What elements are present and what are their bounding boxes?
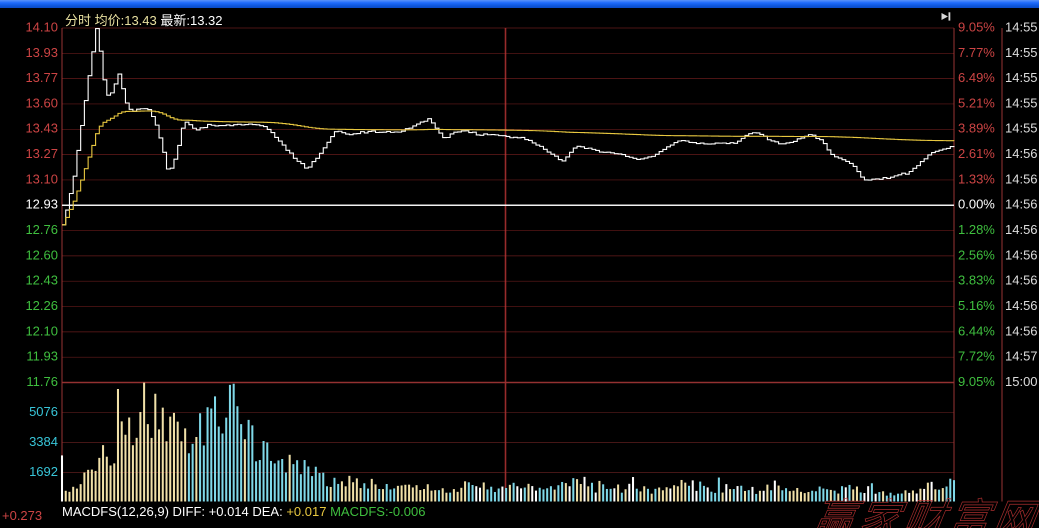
- svg-text:14:56: 14:56: [1005, 323, 1038, 338]
- svg-text:7.77%: 7.77%: [958, 45, 995, 60]
- svg-text:12.60: 12.60: [25, 247, 58, 262]
- svg-text:1692: 1692: [29, 464, 58, 479]
- svg-text:13.27: 13.27: [25, 146, 58, 161]
- svg-text:12.26: 12.26: [25, 298, 58, 313]
- svg-text:5.16%: 5.16%: [958, 298, 995, 313]
- svg-text:0.00%: 0.00%: [958, 197, 995, 212]
- svg-text:14:55: 14:55: [1005, 19, 1038, 34]
- svg-text:1.33%: 1.33%: [958, 171, 995, 186]
- svg-text:5.21%: 5.21%: [958, 95, 995, 110]
- svg-text:11.93: 11.93: [26, 349, 58, 364]
- svg-text:14:56: 14:56: [1005, 171, 1038, 186]
- svg-text:9.05%: 9.05%: [958, 374, 995, 389]
- svg-text:14:55: 14:55: [1005, 70, 1038, 85]
- svg-text:14:55: 14:55: [1005, 45, 1038, 60]
- svg-text:1.28%: 1.28%: [958, 222, 995, 237]
- svg-text:3384: 3384: [29, 434, 58, 449]
- svg-text:2.61%: 2.61%: [958, 146, 995, 161]
- svg-text:13.10: 13.10: [25, 171, 58, 186]
- svg-text:11.76: 11.76: [26, 374, 58, 389]
- svg-text:14:56: 14:56: [1005, 247, 1038, 262]
- svg-text:13.93: 13.93: [25, 45, 58, 60]
- svg-text:6.49%: 6.49%: [958, 70, 995, 85]
- svg-text:14:55: 14:55: [1005, 121, 1038, 136]
- svg-text:9.05%: 9.05%: [958, 19, 995, 34]
- svg-text:14.10: 14.10: [25, 19, 58, 34]
- svg-text:13.43: 13.43: [25, 121, 58, 136]
- svg-text:12.76: 12.76: [25, 222, 58, 237]
- svg-text:14:56: 14:56: [1005, 222, 1038, 237]
- svg-text:3.89%: 3.89%: [958, 121, 995, 136]
- svg-text:2.56%: 2.56%: [958, 247, 995, 262]
- svg-text:13.60: 13.60: [25, 95, 58, 110]
- svg-text:5076: 5076: [29, 404, 58, 419]
- svg-text:12.93: 12.93: [25, 197, 58, 212]
- svg-text:14:56: 14:56: [1005, 197, 1038, 212]
- svg-text:7.72%: 7.72%: [958, 349, 995, 364]
- svg-text:14:56: 14:56: [1005, 298, 1038, 313]
- svg-text:12.10: 12.10: [25, 323, 58, 338]
- svg-text:14:55: 14:55: [1005, 95, 1038, 110]
- svg-text:6.44%: 6.44%: [958, 323, 995, 338]
- svg-text:14:56: 14:56: [1005, 273, 1038, 288]
- svg-text:13.77: 13.77: [25, 70, 58, 85]
- svg-text:15:00: 15:00: [1005, 374, 1038, 389]
- svg-text:12.43: 12.43: [25, 273, 58, 288]
- svg-text:3.83%: 3.83%: [958, 273, 995, 288]
- svg-text:14:56: 14:56: [1005, 146, 1038, 161]
- svg-text:14:57: 14:57: [1005, 349, 1038, 364]
